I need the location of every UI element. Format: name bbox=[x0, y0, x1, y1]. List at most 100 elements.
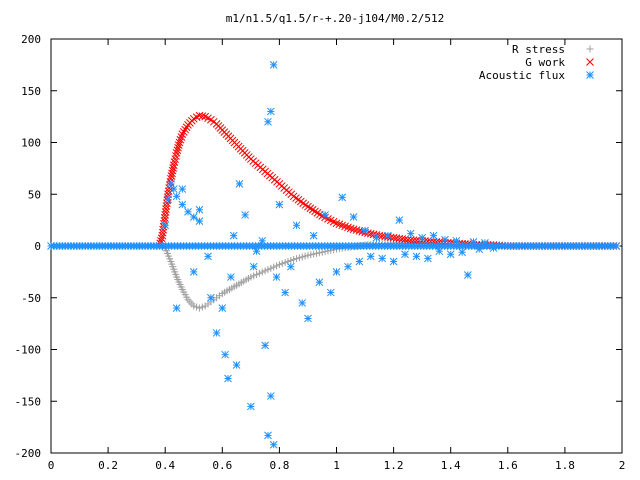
data-point bbox=[307, 251, 315, 259]
data-point bbox=[349, 225, 358, 234]
data-point bbox=[441, 235, 449, 244]
legend-label: Acoustic flux bbox=[479, 69, 565, 82]
data-point bbox=[232, 361, 241, 369]
data-point bbox=[287, 190, 296, 199]
data-point bbox=[313, 209, 322, 217]
data-point bbox=[181, 125, 190, 134]
data-point bbox=[429, 231, 438, 240]
data-point bbox=[169, 164, 178, 172]
data-point bbox=[198, 303, 206, 311]
data-point bbox=[558, 242, 566, 250]
data-point bbox=[352, 226, 361, 234]
data-point bbox=[189, 268, 198, 276]
data-point bbox=[115, 242, 124, 250]
data-point bbox=[183, 293, 191, 301]
data-point bbox=[398, 235, 407, 243]
data-point bbox=[395, 216, 404, 224]
data-point bbox=[406, 229, 415, 238]
data-point bbox=[187, 116, 196, 125]
data-point bbox=[463, 271, 472, 279]
data-point bbox=[261, 267, 269, 275]
data-point bbox=[543, 242, 552, 250]
x-tick-label: 0 bbox=[48, 459, 55, 472]
data-point bbox=[221, 350, 230, 359]
x-tick-label: 1 bbox=[333, 459, 340, 472]
data-point bbox=[261, 341, 269, 350]
data-point bbox=[250, 272, 258, 280]
data-point bbox=[401, 250, 409, 259]
data-point bbox=[500, 242, 509, 250]
data-point bbox=[304, 251, 312, 259]
data-point bbox=[335, 220, 344, 229]
data-point bbox=[349, 213, 358, 221]
data-point bbox=[176, 135, 185, 144]
data-point bbox=[266, 107, 275, 116]
data-point bbox=[301, 252, 309, 260]
data-point bbox=[264, 431, 272, 440]
data-point bbox=[171, 155, 180, 163]
data-point bbox=[292, 221, 301, 230]
data-point bbox=[58, 242, 67, 250]
data-point bbox=[198, 112, 207, 120]
legend-label: R stress bbox=[512, 43, 565, 56]
data-point bbox=[129, 242, 138, 250]
data-point bbox=[178, 200, 187, 209]
data-point bbox=[361, 226, 369, 235]
data-point bbox=[332, 268, 341, 276]
data-point bbox=[315, 249, 323, 257]
data-point bbox=[172, 304, 181, 312]
data-point bbox=[295, 254, 303, 262]
data-point bbox=[338, 193, 347, 202]
data-point bbox=[172, 148, 181, 157]
data-point bbox=[174, 141, 183, 149]
data-point bbox=[258, 268, 266, 276]
data-point bbox=[269, 440, 278, 449]
data-point bbox=[177, 283, 185, 291]
data-point bbox=[253, 271, 261, 279]
data-point bbox=[321, 211, 329, 219]
data-point bbox=[195, 205, 204, 214]
data-point bbox=[179, 128, 188, 136]
data-point bbox=[326, 288, 335, 297]
y-tick-label: -150 bbox=[15, 395, 42, 408]
plot-marks bbox=[47, 61, 621, 449]
data-point bbox=[218, 304, 227, 312]
data-point bbox=[301, 201, 310, 209]
series-g-work bbox=[155, 111, 621, 250]
x-tick-label: 1.6 bbox=[498, 459, 518, 472]
data-point bbox=[195, 217, 204, 226]
x-tick-label: 2 bbox=[619, 459, 626, 472]
data-point bbox=[344, 223, 352, 232]
data-point bbox=[313, 249, 321, 257]
x-tick-label: 1.8 bbox=[555, 459, 575, 472]
x-axis: 0 0.2 0.4 0.6 0.8 1 1.2 1.4 1.6 1.8 2 bbox=[48, 39, 626, 472]
data-point bbox=[204, 114, 212, 123]
data-point bbox=[412, 252, 421, 261]
data-point bbox=[272, 273, 281, 281]
data-point bbox=[293, 255, 301, 263]
data-point bbox=[311, 207, 319, 216]
data-point bbox=[204, 300, 212, 308]
data-point bbox=[189, 213, 198, 221]
x-tick-label: 0.8 bbox=[269, 459, 289, 472]
data-point bbox=[366, 252, 375, 261]
x-tick-label: 0.6 bbox=[212, 459, 232, 472]
x-tick-label: 1.4 bbox=[441, 459, 461, 472]
series-r-stress bbox=[47, 239, 620, 312]
data-point bbox=[298, 299, 307, 307]
data-point bbox=[170, 158, 179, 167]
x-tick-label: 0.4 bbox=[155, 459, 175, 472]
legend-label: G work bbox=[525, 56, 565, 69]
data-point bbox=[177, 133, 186, 141]
data-point bbox=[244, 274, 252, 282]
data-point bbox=[273, 262, 281, 270]
data-point bbox=[278, 260, 286, 268]
data-point bbox=[384, 231, 392, 240]
data-point bbox=[267, 264, 275, 272]
y-tick-label: 150 bbox=[21, 85, 41, 98]
data-point bbox=[246, 402, 255, 411]
data-point bbox=[249, 262, 258, 271]
data-point bbox=[310, 250, 318, 258]
